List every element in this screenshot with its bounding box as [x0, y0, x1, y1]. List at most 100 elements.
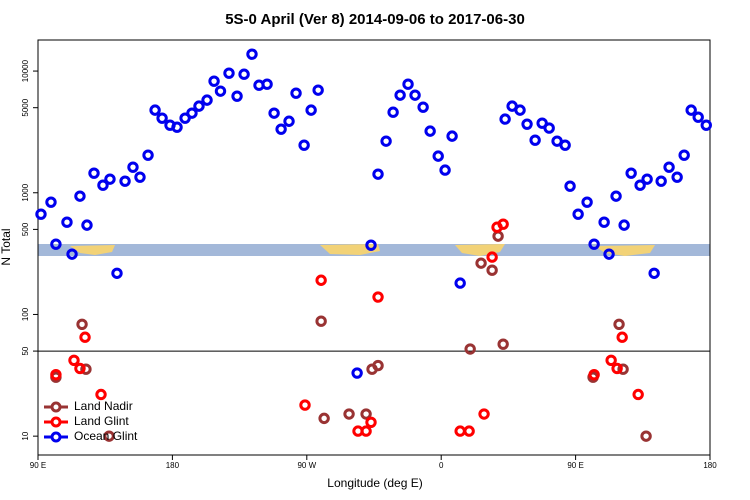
- point: [238, 68, 250, 80]
- point: [156, 112, 168, 124]
- point: [214, 85, 227, 97]
- point: [290, 87, 302, 99]
- point: [463, 425, 475, 437]
- point: [497, 218, 509, 230]
- point: [543, 122, 555, 134]
- point: [499, 113, 511, 125]
- point: [88, 167, 100, 179]
- point: [315, 274, 327, 286]
- point: [605, 354, 617, 367]
- point: [439, 164, 451, 176]
- y-tick-label: 50: [21, 346, 30, 355]
- point: [372, 359, 384, 372]
- point: [142, 149, 154, 161]
- point: [486, 251, 498, 263]
- point: [298, 139, 310, 151]
- y-tick-label: 10: [21, 431, 30, 440]
- point: [417, 101, 429, 113]
- point: [171, 121, 183, 133]
- point: [261, 78, 273, 90]
- x-tick-label: 90 E: [30, 461, 46, 470]
- point: [80, 363, 92, 375]
- x-tick-label: 90 W: [297, 461, 316, 470]
- point: [529, 134, 541, 146]
- legend-label: Land Nadir: [74, 399, 133, 413]
- point: [127, 161, 139, 173]
- point: [618, 219, 630, 231]
- point: [50, 238, 62, 250]
- point: [35, 208, 47, 220]
- point: [454, 277, 466, 289]
- point: [454, 425, 466, 437]
- point: [478, 408, 490, 420]
- point: [424, 125, 436, 137]
- point: [372, 291, 384, 303]
- point: [246, 48, 258, 60]
- point: [464, 343, 476, 355]
- point: [343, 408, 355, 420]
- point: [588, 368, 600, 381]
- chart-title: 5S-0 April (Ver 8) 2014-09-06 to 2017-06…: [225, 11, 525, 28]
- legend-marker: [50, 431, 62, 443]
- point: [318, 412, 330, 425]
- point: [492, 230, 504, 242]
- point: [617, 363, 629, 375]
- point: [610, 190, 622, 202]
- point: [365, 239, 377, 251]
- point: [475, 257, 487, 269]
- point: [692, 111, 704, 123]
- point: [149, 104, 161, 116]
- point: [446, 130, 458, 142]
- point: [193, 100, 205, 112]
- point: [641, 173, 653, 185]
- y-tick-label: 100: [21, 307, 30, 321]
- point: [365, 416, 377, 428]
- point: [104, 173, 116, 185]
- point: [360, 408, 372, 420]
- point: [572, 208, 584, 220]
- point: [678, 149, 690, 161]
- point: [61, 216, 73, 228]
- point: [514, 104, 526, 116]
- y-tick-label: 10000: [21, 59, 30, 82]
- point: [312, 84, 324, 96]
- y-axis-label: N Total: [0, 228, 13, 265]
- point: [79, 331, 91, 343]
- point: [299, 399, 311, 411]
- point: [700, 119, 712, 131]
- point: [648, 267, 660, 279]
- legend-marker: [50, 401, 62, 413]
- point: [134, 171, 146, 183]
- point: [68, 354, 80, 367]
- point: [360, 425, 372, 437]
- point: [625, 167, 637, 179]
- y-tick-label: 500: [21, 222, 30, 236]
- point: [409, 89, 421, 101]
- point: [655, 175, 667, 187]
- point: [640, 430, 652, 442]
- point: [598, 216, 610, 228]
- point: [632, 388, 644, 401]
- point: [521, 118, 533, 130]
- point: [634, 179, 646, 191]
- point: [223, 67, 235, 79]
- point: [588, 238, 600, 250]
- point: [616, 331, 628, 343]
- point: [402, 78, 414, 90]
- point: [611, 362, 623, 375]
- point: [97, 179, 109, 191]
- point: [45, 196, 57, 208]
- point: [74, 190, 86, 202]
- point: [432, 150, 444, 162]
- point: [186, 107, 198, 119]
- x-tick-label: 180: [166, 461, 180, 470]
- point: [564, 180, 576, 192]
- x-axis-label: Longitude (deg E): [327, 476, 422, 490]
- point: [351, 367, 363, 379]
- point: [486, 264, 498, 276]
- point: [497, 338, 509, 350]
- point: [613, 318, 625, 331]
- point: [275, 123, 287, 135]
- point: [66, 248, 78, 260]
